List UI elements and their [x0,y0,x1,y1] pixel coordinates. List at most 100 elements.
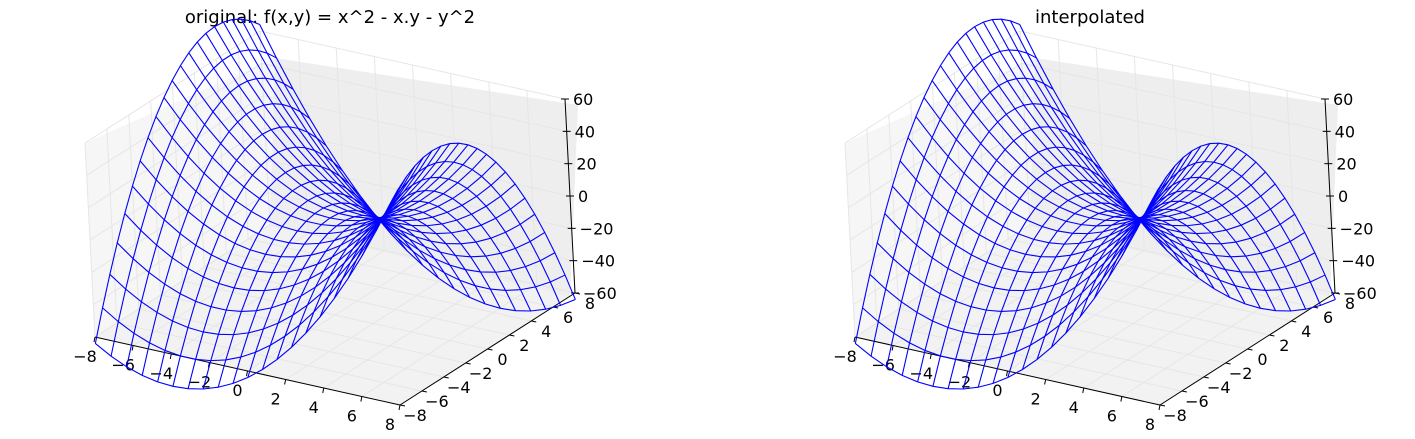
y-tick [399,404,406,407]
x-tick-label: 2 [1031,390,1041,409]
y-tick-label: −4 [1207,378,1231,397]
z-tick-label: −20 [580,219,614,238]
y-tick-label: −8 [403,406,427,425]
z-tick-label: 0 [1338,187,1348,206]
x-tick-label: −8 [833,347,857,366]
x-tick-label: 2 [271,390,281,409]
surface-line [187,164,360,389]
surface-line [172,146,343,387]
x-tick [131,345,134,351]
x-tick-label: 0 [992,381,1002,400]
y-tick-label: −8 [1163,406,1187,425]
x-tick [360,396,363,402]
surface-line [94,18,260,344]
z-tick-label: −40 [581,252,615,271]
x-tick [1120,396,1123,402]
z-tick-label: 0 [578,187,588,206]
gridline [84,30,566,144]
surface-line [333,200,517,311]
x-tick [929,353,932,360]
surface-line [202,179,376,390]
surface-line [217,192,392,388]
y-tick-label: 2 [519,336,529,355]
z-tick-label: 20 [1336,155,1356,174]
surface-line [932,146,1103,387]
surface-line [1121,176,1307,310]
surface-line [347,189,532,312]
x-tick-label: 6 [1107,407,1117,426]
x-tick [322,387,325,394]
x-tick [1006,370,1008,377]
surface-plot: −8 −6 −4 −2 0 2 4 6 8 −8−6−4−202468−60−40−2002040… [73,18,617,434]
z-tick-label: −60 [583,284,617,303]
y-tick [421,390,427,393]
surface-line [157,126,327,383]
surface-line [1021,214,1200,370]
chart-title: original: f(x,y) = x^2 - x.y - y^2 [184,7,476,28]
surface-line [1050,216,1231,348]
y-tick-label: 4 [1301,322,1311,341]
surface-line [1107,189,1292,312]
y-tick-label: −2 [1229,364,1253,383]
surface-line [1149,142,1336,300]
y-tick [1247,348,1253,351]
x-tick [398,404,401,411]
left-pane [85,58,275,337]
left-pane [845,58,1035,337]
y-tick [1225,362,1231,365]
z-tick-label: −40 [1341,252,1375,271]
y-tick-label: 0 [1257,350,1267,369]
x-tick-label: 4 [1069,398,1079,417]
z-tick-label: 40 [1335,122,1355,141]
surface-line [261,214,440,370]
chart-title: interpolated [1035,7,1145,28]
x-tick-label: −2 [948,373,972,392]
y-tick-label: 8 [585,294,595,313]
surface-line [1135,160,1322,306]
y-tick [1181,390,1187,393]
x-tick [169,353,172,360]
x-tick-label: 8 [385,415,395,434]
surface-line [361,176,547,310]
surface-line [917,126,1087,383]
y-tick [487,348,493,351]
surface-line [886,77,1054,367]
chart-original: original: f(x,y) = x^2 - x.y - y^2 −8 −6−… [0,0,700,439]
z-tick-label: 60 [573,90,593,109]
gridline [853,192,1334,306]
surface-line [290,216,471,348]
y-tick-label: 6 [563,308,573,327]
x-tick [1158,404,1161,411]
y-tick-label: 2 [1279,336,1289,355]
y-tick [443,376,449,379]
x-tick [1044,379,1047,385]
gridline [848,95,1329,209]
surface-line [1007,209,1184,378]
y-tick [1291,320,1297,323]
z-tick-label: 60 [1333,90,1353,109]
surface-line [901,103,1071,376]
x-tick-label: −2 [188,373,212,392]
z-tick-label: −20 [1340,219,1374,238]
surface-line [854,204,1151,390]
z-tick-label: −60 [1343,284,1377,303]
gridline [846,62,1327,176]
z-tick-label: 20 [576,155,596,174]
surface-line [389,142,576,300]
x-tick [891,345,894,351]
gridline [844,30,1326,144]
x-tick [93,336,96,343]
surface-line [110,49,277,357]
y-tick-label: −6 [1185,392,1209,411]
y-tick-label: 6 [1323,308,1333,327]
x-tick-label: −4 [909,364,933,383]
y-tick-label: 0 [497,350,507,369]
y-tick [531,320,537,323]
surface-line [126,77,294,367]
y-tick [509,334,515,337]
x-tick [246,370,248,377]
y-tick [1269,334,1275,337]
z-tick-label: 40 [575,122,595,141]
x-tick-label: 4 [309,398,319,417]
x-tick-label: 0 [232,381,242,400]
